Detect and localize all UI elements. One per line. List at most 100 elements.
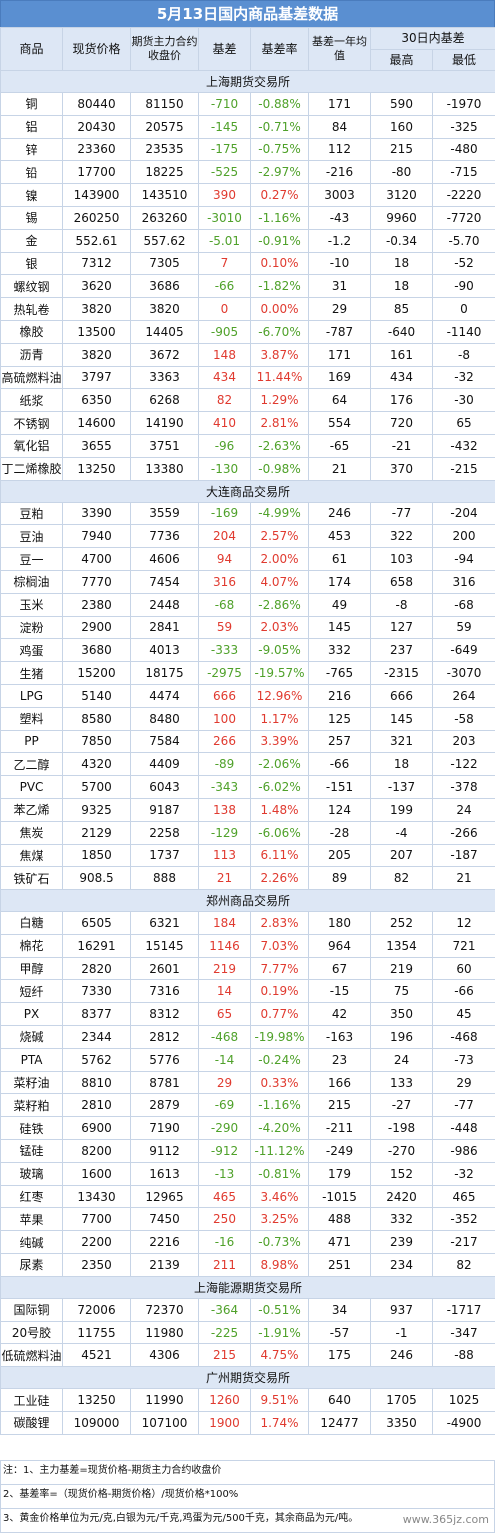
cell-futures: 72370 [131,1298,199,1321]
cell-high: 145 [371,707,433,730]
cell-futures: 9112 [131,1140,199,1163]
cell-basis-rate: 0.27% [251,184,309,207]
cell-basis: -145 [199,115,251,138]
cell-spot: 2344 [63,1026,131,1049]
cell-basis-rate: 1.29% [251,389,309,412]
cell-high: -4 [371,821,433,844]
cell-spot: 8810 [63,1071,131,1094]
cell-year-avg: 29 [309,298,371,321]
cell-year-avg: -1.2 [309,229,371,252]
cell-basis: 100 [199,707,251,730]
cell-low: -378 [433,776,495,799]
cell-spot: 2380 [63,593,131,616]
page-title: 5月13日国内商品基差数据 [0,0,495,28]
cell-year-avg: 125 [309,707,371,730]
cell-high: 199 [371,798,433,821]
note-2: 2、基差率=（现货价格-期货价格）/现货价格*100% [0,1485,495,1509]
cell-futures: 557.62 [131,229,199,252]
cell-spot: 7700 [63,1208,131,1231]
cell-high: 75 [371,980,433,1003]
cell-basis-rate: -0.51% [251,1298,309,1321]
cell-low: -266 [433,821,495,844]
header-range30: 30日内基差 [371,28,495,50]
cell-low: -5.70 [433,229,495,252]
cell-basis: 211 [199,1254,251,1277]
cell-high: 350 [371,1003,433,1026]
cell-name: 碳酸锂 [1,1412,63,1435]
cell-basis-rate: -6.06% [251,821,309,844]
cell-basis: -89 [199,753,251,776]
cell-basis-rate: -2.86% [251,593,309,616]
cell-year-avg: 215 [309,1094,371,1117]
cell-basis-rate: 7.03% [251,934,309,957]
cell-name: 菜籽油 [1,1071,63,1094]
cell-year-avg: 488 [309,1208,371,1231]
cell-futures: 11980 [131,1321,199,1344]
cell-year-avg: 34 [309,1298,371,1321]
cell-futures: 7316 [131,980,199,1003]
cell-name: 菜籽粕 [1,1094,63,1117]
cell-spot: 5140 [63,684,131,707]
cell-basis: -129 [199,821,251,844]
cell-year-avg: -787 [309,320,371,343]
cell-year-avg: 175 [309,1344,371,1367]
cell-basis-rate: 3.39% [251,730,309,753]
cell-futures: 7454 [131,570,199,593]
cell-year-avg: -151 [309,776,371,799]
cell-futures: 14190 [131,412,199,435]
cell-name: PVC [1,776,63,799]
cell-name: 丁二烯橡胶 [1,457,63,480]
cell-low: 203 [433,730,495,753]
cell-low: 65 [433,412,495,435]
cell-basis-rate: -1.91% [251,1321,309,1344]
cell-spot: 143900 [63,184,131,207]
cell-year-avg: 3003 [309,184,371,207]
cell-spot: 7850 [63,730,131,753]
cell-futures: 2448 [131,593,199,616]
cell-basis-rate: 3.87% [251,343,309,366]
cell-low: -217 [433,1231,495,1254]
cell-basis-rate: 0.77% [251,1003,309,1026]
cell-spot: 2129 [63,821,131,844]
cell-basis-rate: 2.26% [251,867,309,890]
cell-basis: -333 [199,639,251,662]
cell-low: -347 [433,1321,495,1344]
cell-basis-rate: 1.48% [251,798,309,821]
cell-low: 82 [433,1254,495,1277]
cell-name: LPG [1,684,63,707]
cell-high: 666 [371,684,433,707]
cell-basis: -525 [199,161,251,184]
cell-spot: 2900 [63,616,131,639]
cell-year-avg: 64 [309,389,371,412]
cell-name: 铁矿石 [1,867,63,890]
cell-low: 60 [433,957,495,980]
cell-year-avg: 112 [309,138,371,161]
cell-year-avg: 89 [309,867,371,890]
cell-futures: 107100 [131,1412,199,1435]
cell-basis-rate: -0.98% [251,457,309,480]
cell-spot: 3797 [63,366,131,389]
cell-name: 生猪 [1,662,63,685]
cell-year-avg: 180 [309,912,371,935]
cell-year-avg: 124 [309,798,371,821]
cell-name: 铅 [1,161,63,184]
cell-name: 纯碱 [1,1231,63,1254]
cell-spot: 13250 [63,1389,131,1412]
cell-high: 2420 [371,1185,433,1208]
section-title: 上海能源期货交易所 [1,1276,495,1298]
cell-spot: 3620 [63,275,131,298]
cell-name: 高硫燃料油 [1,366,63,389]
cell-futures: 4606 [131,548,199,571]
cell-basis: -2975 [199,662,251,685]
cell-basis: 113 [199,844,251,867]
cell-year-avg: -66 [309,753,371,776]
cell-basis: -68 [199,593,251,616]
cell-spot: 2350 [63,1254,131,1277]
cell-basis-rate: 1.17% [251,707,309,730]
